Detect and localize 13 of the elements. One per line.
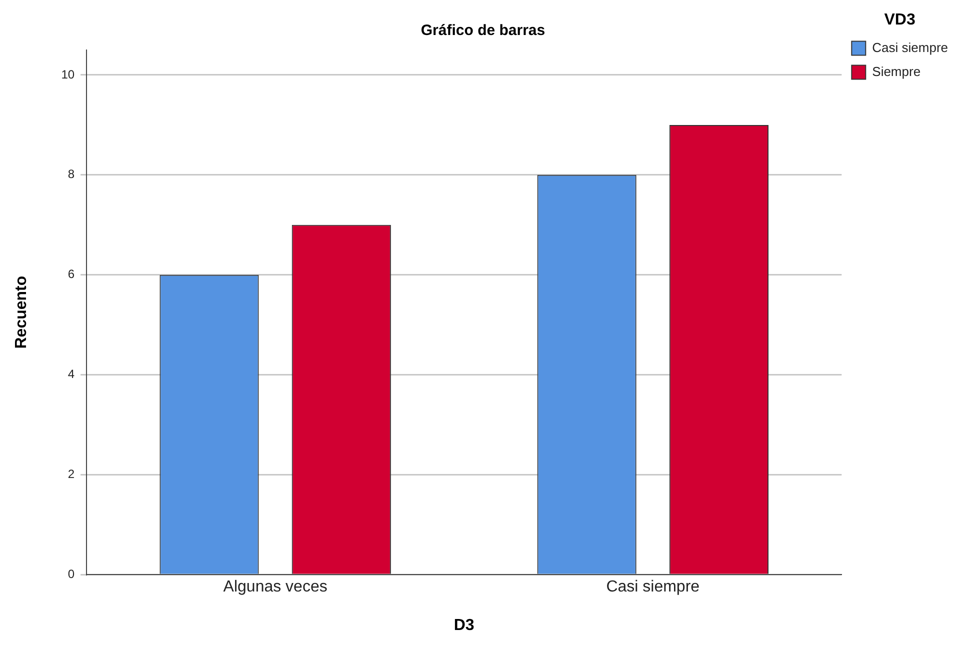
y-tick-label: 0 [68, 566, 75, 581]
y-tick-label: 2 [68, 466, 75, 481]
x-axis-title: D3 [454, 616, 474, 634]
chart-title: Gráfico de barras [420, 22, 546, 40]
y-tick-label: 10 [61, 67, 75, 82]
y-tick-label: 6 [68, 267, 75, 282]
x-tick-label: Algunas veces [223, 578, 328, 596]
legend-title: VD3 [884, 11, 916, 28]
legend-label: Siempre [872, 64, 921, 79]
legend-label: Casi siempre [872, 40, 948, 55]
y-axis-title: Recuento [13, 276, 30, 349]
y-tick-label: 4 [68, 367, 75, 382]
y-tick-label: 8 [68, 167, 75, 182]
